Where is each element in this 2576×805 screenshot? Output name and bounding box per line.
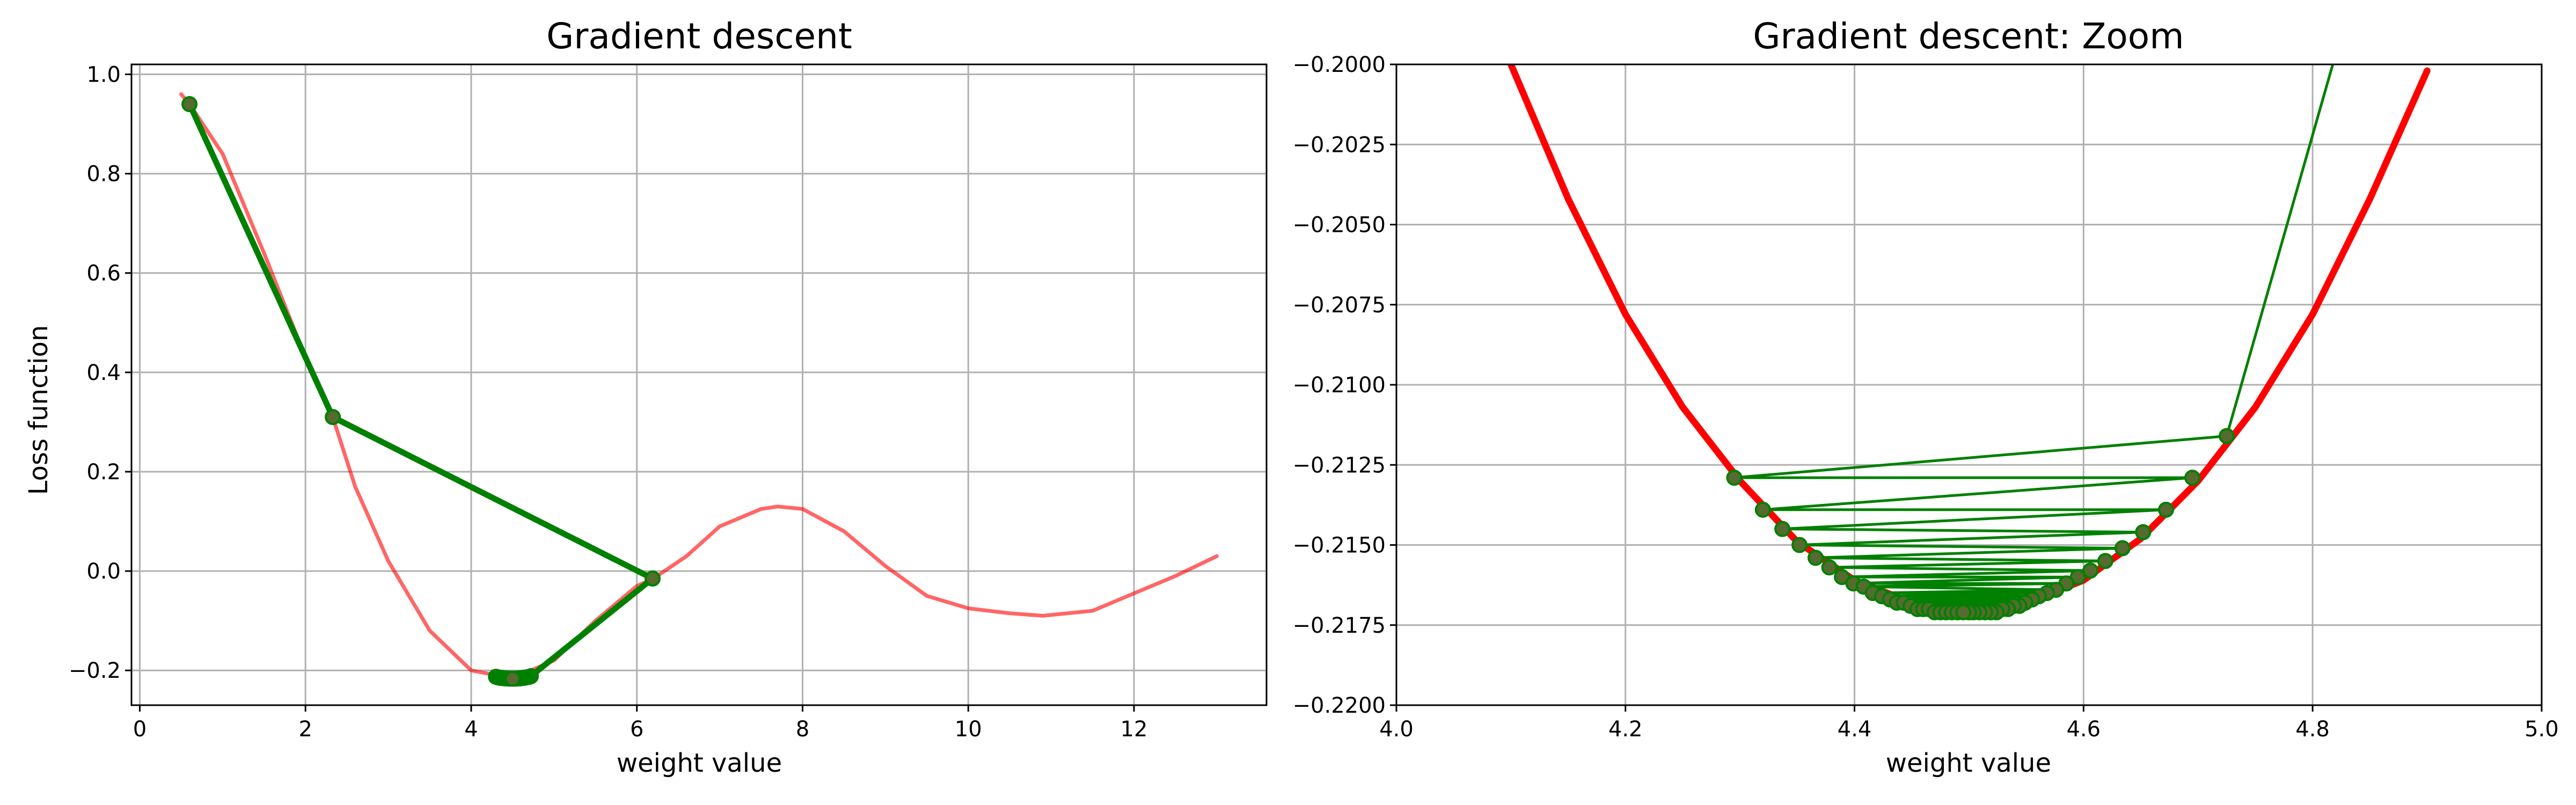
zoom-chart-x-tick-label: 4.4 xyxy=(1838,717,1872,742)
zoom-chart-descent-point xyxy=(1754,501,1771,518)
main-chart-plot-area xyxy=(179,92,1219,687)
zoom-chart-descent-point xyxy=(2158,501,2175,518)
zoom-chart-panel: Gradient descent: Zoom weight value 4.0 4… xyxy=(1293,16,2559,778)
main-chart-x-tick-label: 12 xyxy=(1121,717,1148,742)
zoom-chart-y-tick-label: −0.2000 xyxy=(1293,53,1386,77)
zoom-chart-x-tick-label: 4.0 xyxy=(1379,717,1414,742)
main-chart-ticks: 0 2 4 6 8 10 12 −0.2 0.0 0.2 0.4 0.6 0.8 1.0 xyxy=(69,63,1148,742)
main-chart-y-tick-label: 0.4 xyxy=(86,361,121,385)
zoom-chart-y-tick-label: −0.2150 xyxy=(1293,533,1386,558)
zoom-chart-x-tick-label: 4.8 xyxy=(2295,717,2330,742)
main-chart-y-tick-label: −0.2 xyxy=(69,658,121,683)
main-chart-x-tick-label: 0 xyxy=(133,717,147,742)
main-chart-descent-point xyxy=(181,96,198,113)
zoom-chart-descent-point xyxy=(1726,470,1743,486)
main-chart-x-tick-label: 10 xyxy=(955,717,982,742)
zoom-chart-ticks: 4.0 4.2 4.4 4.6 4.8 5.0 −0.2200 −0.2175 −0.2150 −… xyxy=(1293,53,2559,742)
zoom-chart-plot-area xyxy=(1507,64,2431,620)
main-chart-x-tick-label: 8 xyxy=(796,717,809,742)
main-chart-y-tick-label: 0.6 xyxy=(86,261,121,286)
zoom-chart-descent-point xyxy=(2082,562,2099,579)
zoom-chart-y-tick-label: −0.2050 xyxy=(1293,213,1386,238)
zoom-chart-descent-point xyxy=(1791,537,1808,553)
main-chart-y-axis-label: Loss function xyxy=(24,325,54,495)
zoom-chart-descent-point xyxy=(1821,559,1838,576)
zoom-chart-descent-point xyxy=(2184,470,2201,486)
zoom-chart-descent-point xyxy=(2219,428,2235,444)
zoom-chart-descent-point xyxy=(1807,550,1824,566)
main-chart-x-tick-label: 6 xyxy=(630,717,643,742)
zoom-chart-y-tick-label: −0.2125 xyxy=(1293,453,1386,478)
zoom-chart-descent-point xyxy=(1955,604,1972,620)
main-chart-x-tick-label: 4 xyxy=(464,717,478,742)
main-chart-descent-point xyxy=(645,570,661,587)
zoom-chart-x-tick-label: 4.2 xyxy=(1608,717,1643,742)
zoom-chart-y-tick-label: −0.2175 xyxy=(1293,613,1386,638)
main-chart-y-tick-label: 0.2 xyxy=(86,460,121,485)
main-chart-panel: Gradient descent weight value Loss funct… xyxy=(24,16,1268,778)
zoom-chart-descent-point xyxy=(2135,524,2151,540)
main-chart-grid xyxy=(131,64,1267,705)
zoom-chart-x-tick-label: 5.0 xyxy=(2524,717,2559,742)
main-chart-descent-point xyxy=(504,670,521,687)
main-chart-frame xyxy=(130,63,1268,706)
zoom-chart-y-tick-label: −0.2025 xyxy=(1293,133,1386,157)
main-chart-y-tick-label: 1.0 xyxy=(86,63,121,87)
main-chart-y-tick-label: 0.8 xyxy=(86,162,121,187)
zoom-chart-y-tick-label: −0.2075 xyxy=(1293,293,1386,318)
main-chart-x-tick-label: 2 xyxy=(298,717,312,742)
main-chart-y-tick-label: 0.0 xyxy=(86,559,121,584)
zoom-chart-descent-point xyxy=(2114,540,2131,557)
zoom-chart-y-tick-label: −0.2100 xyxy=(1293,373,1386,398)
zoom-chart-descent-point xyxy=(1774,521,1791,537)
zoom-chart-descent-point xyxy=(2097,553,2113,569)
zoom-chart-y-tick-label: −0.2200 xyxy=(1293,693,1386,718)
main-chart-x-axis-label: weight value xyxy=(617,748,782,778)
main-chart-title: Gradient descent xyxy=(546,16,852,57)
zoom-chart-title: Gradient descent: Zoom xyxy=(1753,16,2184,57)
zoom-chart-x-tick-label: 4.6 xyxy=(2067,717,2101,742)
zoom-chart-x-axis-label: weight value xyxy=(1886,748,2051,778)
main-chart-descent-point xyxy=(325,409,341,426)
